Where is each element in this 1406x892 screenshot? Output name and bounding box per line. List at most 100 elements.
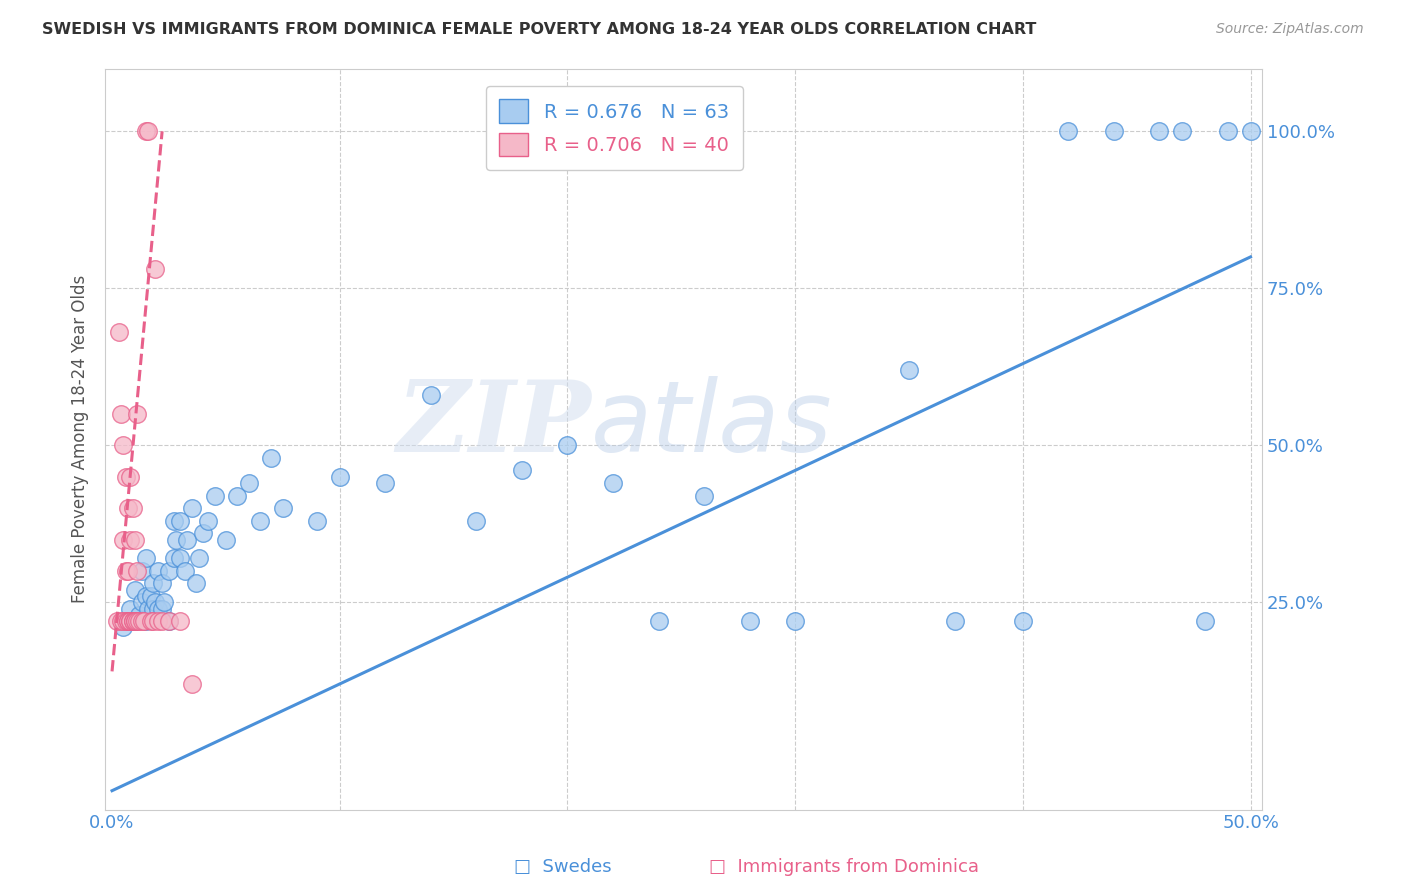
Point xyxy=(142,614,165,628)
Point xyxy=(1057,124,1080,138)
Point xyxy=(897,363,920,377)
Point xyxy=(143,262,166,277)
Point xyxy=(693,489,716,503)
Point xyxy=(150,576,173,591)
Text: atlas: atlas xyxy=(591,376,832,473)
Point xyxy=(138,124,160,138)
Point xyxy=(249,514,271,528)
Point xyxy=(139,614,162,628)
Point xyxy=(124,614,146,628)
Point xyxy=(112,614,135,628)
Point xyxy=(135,124,157,138)
Point xyxy=(117,614,139,628)
Point xyxy=(138,601,160,615)
Point xyxy=(124,533,146,547)
Point xyxy=(374,475,396,490)
Point xyxy=(114,564,136,578)
Text: SWEDISH VS IMMIGRANTS FROM DOMINICA FEMALE POVERTY AMONG 18-24 YEAR OLDS CORRELA: SWEDISH VS IMMIGRANTS FROM DOMINICA FEMA… xyxy=(42,22,1036,37)
Point xyxy=(187,551,209,566)
Point xyxy=(131,595,153,609)
Point xyxy=(238,475,260,490)
Point xyxy=(146,614,169,628)
Point xyxy=(114,614,136,628)
Point xyxy=(226,489,249,503)
Point xyxy=(785,614,807,628)
Point xyxy=(186,576,208,591)
Point xyxy=(143,595,166,609)
Point xyxy=(204,489,226,503)
Point xyxy=(419,388,441,402)
Point xyxy=(169,551,191,566)
Point xyxy=(142,576,165,591)
Point xyxy=(120,614,142,628)
Legend: R = 0.676   N = 63, R = 0.706   N = 40: R = 0.676 N = 63, R = 0.706 N = 40 xyxy=(485,86,742,170)
Point xyxy=(142,601,165,615)
Point xyxy=(1239,124,1261,138)
Point xyxy=(135,551,157,566)
Point xyxy=(260,450,283,465)
Point xyxy=(1149,124,1171,138)
Point xyxy=(117,614,139,628)
Point xyxy=(150,601,173,615)
Point xyxy=(139,589,162,603)
Point xyxy=(120,469,142,483)
Point xyxy=(1102,124,1125,138)
Point xyxy=(174,564,197,578)
Point xyxy=(110,407,132,421)
Point xyxy=(132,614,155,628)
Point xyxy=(180,677,202,691)
Point xyxy=(114,469,136,483)
Point xyxy=(131,564,153,578)
Point xyxy=(176,533,198,547)
Point xyxy=(510,463,533,477)
Point xyxy=(157,614,180,628)
Point xyxy=(165,533,187,547)
Point xyxy=(110,614,132,628)
Point xyxy=(131,614,153,628)
Point xyxy=(157,614,180,628)
Text: Source: ZipAtlas.com: Source: ZipAtlas.com xyxy=(1216,22,1364,37)
Y-axis label: Female Poverty Among 18-24 Year Olds: Female Poverty Among 18-24 Year Olds xyxy=(72,275,89,603)
Point xyxy=(305,514,328,528)
Point xyxy=(146,564,169,578)
Point xyxy=(121,614,143,628)
Point xyxy=(465,514,488,528)
Point xyxy=(128,607,150,622)
Point xyxy=(124,614,146,628)
Point xyxy=(162,514,184,528)
Point xyxy=(128,614,150,628)
Point xyxy=(120,533,142,547)
Point xyxy=(1216,124,1239,138)
Text: □  Immigrants from Dominica: □ Immigrants from Dominica xyxy=(709,858,979,876)
Point xyxy=(124,614,146,628)
Point xyxy=(112,533,135,547)
Point xyxy=(271,501,294,516)
Point xyxy=(1194,614,1216,628)
Point xyxy=(117,501,139,516)
Point xyxy=(135,589,157,603)
Point xyxy=(117,564,139,578)
Point xyxy=(647,614,669,628)
Point xyxy=(135,614,157,628)
Point xyxy=(105,614,128,628)
Point xyxy=(121,501,143,516)
Point xyxy=(112,438,135,452)
Point xyxy=(215,533,238,547)
Point xyxy=(127,407,149,421)
Point xyxy=(329,469,352,483)
Point xyxy=(108,326,131,340)
Point xyxy=(162,551,184,566)
Text: ZIP: ZIP xyxy=(396,376,591,473)
Point xyxy=(169,614,191,628)
Point xyxy=(1171,124,1194,138)
Point xyxy=(157,564,180,578)
Point xyxy=(127,614,149,628)
Point xyxy=(557,438,579,452)
Point xyxy=(191,526,214,541)
Point xyxy=(121,614,143,628)
Point xyxy=(1011,614,1033,628)
Point xyxy=(738,614,761,628)
Point xyxy=(153,595,176,609)
Point xyxy=(127,564,149,578)
Point xyxy=(197,514,219,528)
